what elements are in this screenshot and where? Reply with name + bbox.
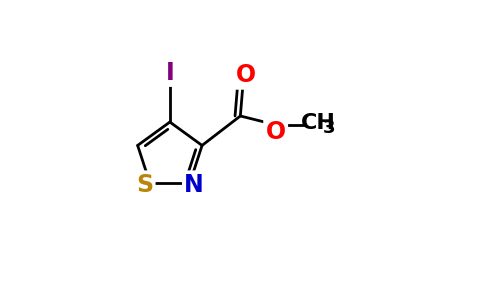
Text: 3: 3 xyxy=(322,119,335,137)
Text: CH: CH xyxy=(301,113,336,133)
Text: N: N xyxy=(184,173,204,197)
Text: O: O xyxy=(236,63,257,87)
Text: I: I xyxy=(166,61,174,85)
Text: S: S xyxy=(136,173,153,197)
Text: O: O xyxy=(266,120,286,144)
